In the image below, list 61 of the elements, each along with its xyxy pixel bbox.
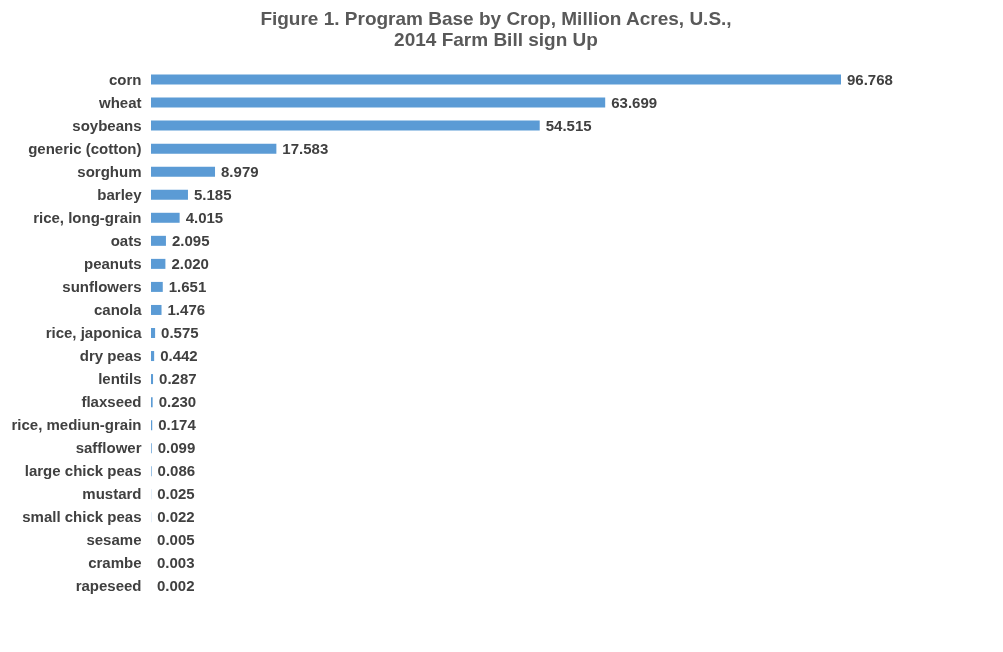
y-tick-label: flaxseed: [81, 393, 142, 411]
y-tick-label: sesame: [86, 531, 142, 549]
data-label: 8.979: [221, 162, 259, 180]
y-tick-label: sunflowers: [62, 277, 142, 295]
y-tick-label: dry peas: [79, 347, 142, 365]
data-label: 1.476: [167, 300, 206, 318]
data-label: 2.095: [171, 231, 210, 249]
y-tick-label: small chick peas: [22, 508, 142, 526]
y-tick-label: corn: [108, 70, 142, 88]
data-label: 0.287: [159, 370, 197, 388]
data-label: 0.025: [157, 485, 195, 503]
data-label: 54.515: [545, 116, 592, 134]
y-tick-label: wheat: [97, 93, 142, 111]
y-tick-label: oats: [110, 231, 142, 249]
bar: [151, 351, 155, 362]
bar: [151, 281, 163, 292]
bar: [151, 235, 166, 246]
y-tick-label: mustard: [82, 485, 142, 503]
data-label: 0.003: [157, 554, 195, 572]
data-label: 0.174: [158, 416, 197, 434]
y-tick-label: canola: [93, 300, 143, 318]
y-tick-label: rice, japonica: [45, 324, 143, 341]
bar: [151, 328, 156, 338]
data-label: 0.086: [157, 462, 196, 480]
y-tick-label: safflower: [75, 439, 142, 457]
bar: [151, 189, 188, 200]
bar: [151, 258, 166, 269]
chart-title: Figure 1. Program Base by Crop, Million Acres, U.S., 2014 Farm Bill sign Up: [260, 8, 732, 50]
data-label: 0.002: [157, 577, 195, 595]
y-tick-label: crambe: [88, 554, 142, 572]
bar: [151, 143, 277, 154]
bar: [151, 120, 540, 131]
data-label: 0.575: [161, 324, 199, 341]
bar: [151, 97, 606, 108]
y-tick-label: generic (cotton): [28, 139, 142, 157]
y-tick-label: rapeseed: [75, 577, 142, 595]
y-tick-label: peanuts: [83, 254, 142, 272]
data-label: 96.768: [847, 70, 893, 88]
bar: [151, 212, 180, 223]
y-tick-label: rice, mediun-grain: [11, 416, 142, 434]
data-label: 0.442: [160, 347, 198, 365]
data-label: 0.022: [157, 508, 195, 526]
y-tick-label: lentils: [98, 370, 142, 388]
y-tick-label: soybeans: [72, 116, 142, 134]
y-tick-label: large chick peas: [24, 462, 142, 480]
bar: [151, 166, 216, 177]
data-label: 0.230: [158, 393, 197, 411]
y-tick-label: sorghum: [77, 162, 142, 180]
data-label: 0.005: [157, 531, 195, 549]
y-tick-label: barley: [97, 185, 143, 203]
data-label: 1.651: [168, 277, 207, 295]
data-label: 2.020: [171, 254, 209, 272]
data-label: 0.099: [157, 439, 196, 457]
data-label: 4.015: [185, 208, 224, 226]
bar: [151, 304, 162, 315]
data-label: 5.185: [193, 185, 232, 203]
bar: [151, 74, 841, 85]
y-tick-label: rice, long-grain: [33, 208, 142, 226]
data-label: 17.583: [282, 139, 329, 157]
data-label: 63.699: [611, 93, 658, 111]
bar: [151, 374, 154, 385]
